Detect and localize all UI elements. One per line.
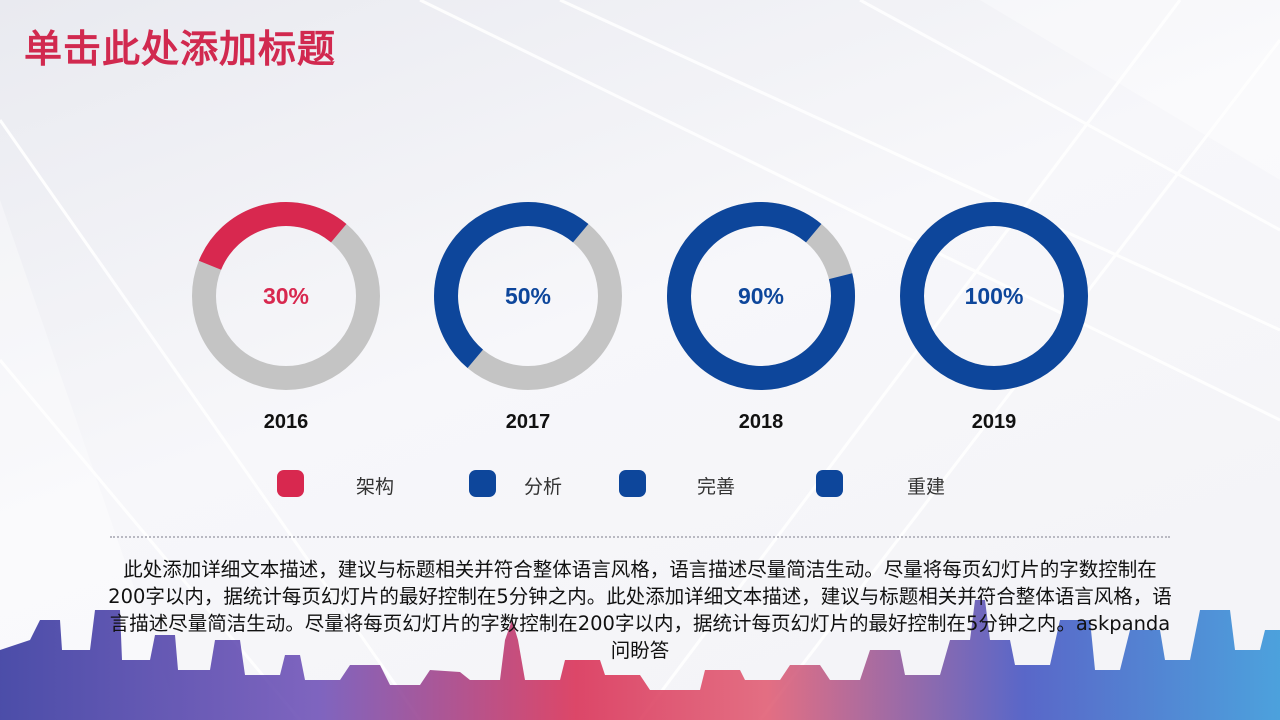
description-text: 此处添加详细文本描述，建议与标题相关并符合整体语言风格，语言描述尽量简洁生动。尽… <box>108 558 1172 662</box>
donut-value-arc-2019 <box>900 202 1088 390</box>
donut-chart-svg: 30% 2016 50% 2017 90% 2018 100% 2019 <box>192 202 1088 433</box>
donut-value-arc-2018 <box>667 202 855 390</box>
page-title: 单击此处添加标题 <box>24 27 337 71</box>
legend-label-3: 完善 <box>697 476 736 498</box>
chart-legend: 架构 分析 完善 重建 <box>0 466 1280 502</box>
category-label-2019: 2019 <box>972 411 1017 433</box>
donut-value-arc-2017 <box>434 202 589 368</box>
category-label-2018: 2018 <box>739 411 784 433</box>
donut-value-label-2018: 90% <box>738 283 784 309</box>
legend-swatch-4 <box>816 470 843 497</box>
donut-chart: 30% 2016 50% 2017 90% 2018 100% 2019 <box>0 180 1280 450</box>
city-skyline-decoration <box>0 600 1280 720</box>
donut-value-label-2016: 30% <box>263 283 309 309</box>
legend-label-1: 架构 <box>356 476 395 498</box>
divider <box>110 536 1170 538</box>
legend-label-2: 分析 <box>524 476 563 498</box>
category-label-2017: 2017 <box>506 411 551 433</box>
donut-value-arc-2016 <box>198 202 347 271</box>
donut-value-label-2019: 100% <box>965 283 1024 309</box>
legend-swatch-1 <box>277 470 304 497</box>
donut-value-label-2017: 50% <box>505 283 551 309</box>
legend-swatch-2 <box>469 470 496 497</box>
category-label-2016: 2016 <box>264 411 309 433</box>
legend-label-4: 重建 <box>907 476 946 498</box>
legend-swatch-3 <box>619 470 646 497</box>
